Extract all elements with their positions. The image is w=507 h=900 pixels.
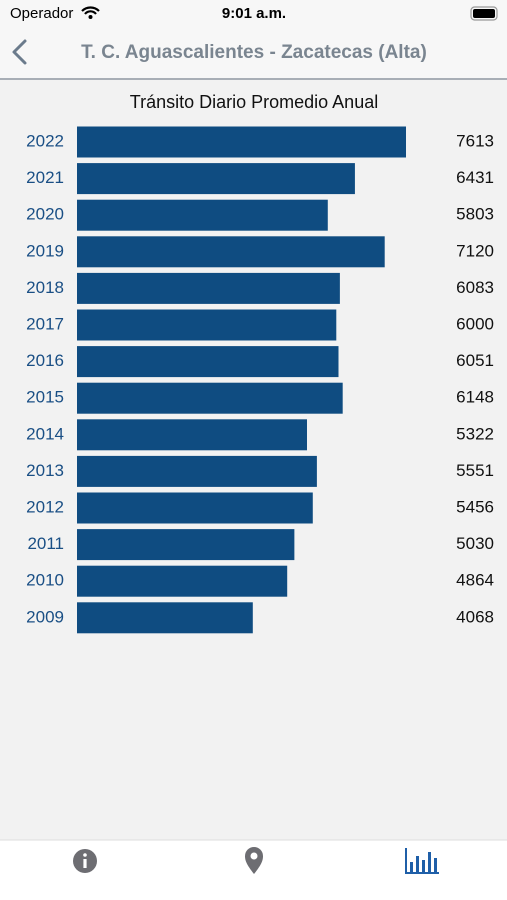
carrier: Operador	[10, 5, 73, 22]
chart-icon-axis	[405, 848, 407, 874]
info-tab[interactable]	[73, 849, 97, 873]
bar	[77, 236, 385, 268]
category-label: 2021	[26, 168, 64, 187]
value-label: 6431	[456, 168, 494, 187]
value-label: 5456	[456, 497, 494, 516]
chart-icon-bar	[410, 862, 413, 872]
bar	[77, 272, 340, 304]
bar	[77, 163, 355, 195]
category-label: 2018	[26, 278, 64, 297]
category-label: 2022	[26, 131, 64, 150]
info-dot	[83, 853, 87, 857]
chart-icon-bar	[422, 860, 425, 872]
chart-icon-bar	[434, 858, 437, 872]
category-label: 2010	[26, 571, 64, 590]
wifi-icon	[81, 6, 100, 15]
value-label: 5551	[456, 461, 494, 480]
value-label: 6000	[456, 314, 494, 333]
bar	[77, 602, 253, 634]
value-label: 6148	[456, 388, 494, 407]
value-label: 7120	[456, 241, 494, 260]
value-label: 7613	[456, 131, 494, 150]
value-label: 6083	[456, 278, 494, 297]
bar	[77, 126, 406, 158]
category-label: 2013	[26, 461, 64, 480]
bar	[77, 455, 317, 487]
category-label: 2012	[26, 497, 64, 516]
chart-icon-base	[405, 872, 439, 874]
value-label: 4864	[456, 571, 494, 590]
category-label: 2017	[26, 314, 64, 333]
category-label: 2014	[26, 424, 64, 443]
bar-chart: 2022 7613 2021 6431 2020 5803 2019 7120 2018 6083…	[26, 126, 494, 634]
value-label: 5803	[456, 205, 494, 224]
bar	[77, 309, 337, 341]
value-label: 5322	[456, 424, 494, 443]
clock: 9:01 a.m.	[222, 5, 286, 22]
bar	[77, 565, 288, 597]
value-label: 4068	[456, 607, 494, 626]
value-label: 5030	[456, 534, 494, 553]
info-stem	[83, 859, 87, 868]
pin-hole	[250, 852, 258, 860]
chart-icon-bar	[428, 852, 431, 872]
category-label: 2019	[26, 241, 64, 260]
bar	[77, 346, 339, 378]
bar	[77, 382, 343, 414]
category-label: 2015	[26, 388, 64, 407]
bar	[77, 529, 295, 561]
bar	[77, 199, 328, 231]
value-label: 6051	[456, 351, 494, 370]
bar	[77, 492, 313, 524]
category-label: 2020	[26, 205, 64, 224]
battery-frame	[470, 6, 498, 21]
chart-tab[interactable]	[405, 848, 439, 874]
wifi-dot	[88, 15, 93, 19]
chart-icon-bar	[416, 856, 419, 872]
map-tab[interactable]	[245, 847, 263, 874]
chart-title: Tránsito Diario Promedio Anual	[130, 92, 378, 112]
category-label: 2011	[27, 534, 64, 553]
category-label: 2016	[26, 351, 64, 370]
battery-level	[473, 9, 495, 18]
bar	[77, 419, 307, 451]
nav-title: T. C. Aguascalientes - Zacatecas (Alta)	[81, 42, 427, 63]
pin-icon	[245, 847, 263, 874]
category-label: 2009	[26, 607, 64, 626]
back-button[interactable]	[12, 39, 27, 65]
